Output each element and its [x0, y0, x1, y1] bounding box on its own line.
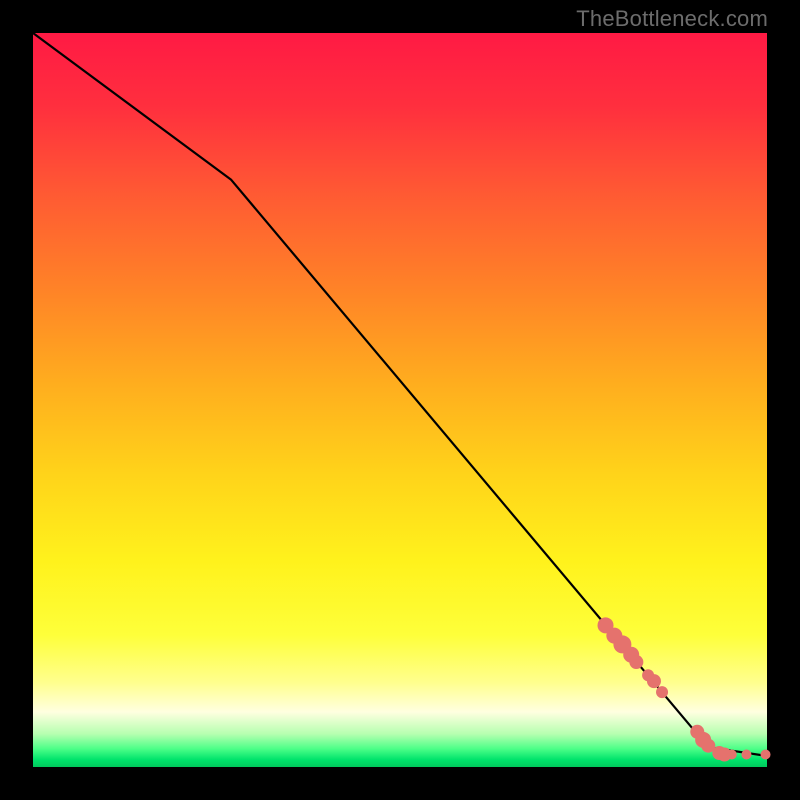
data-point [629, 655, 643, 669]
data-point [647, 674, 661, 688]
watermark-text: TheBottleneck.com [576, 6, 768, 32]
plot-background [33, 33, 767, 767]
gradient-line-chart [0, 0, 800, 800]
data-point [761, 750, 771, 760]
data-point [741, 750, 751, 760]
data-point [727, 750, 737, 760]
chart-stage: TheBottleneck.com [0, 0, 800, 800]
data-point [656, 686, 668, 698]
